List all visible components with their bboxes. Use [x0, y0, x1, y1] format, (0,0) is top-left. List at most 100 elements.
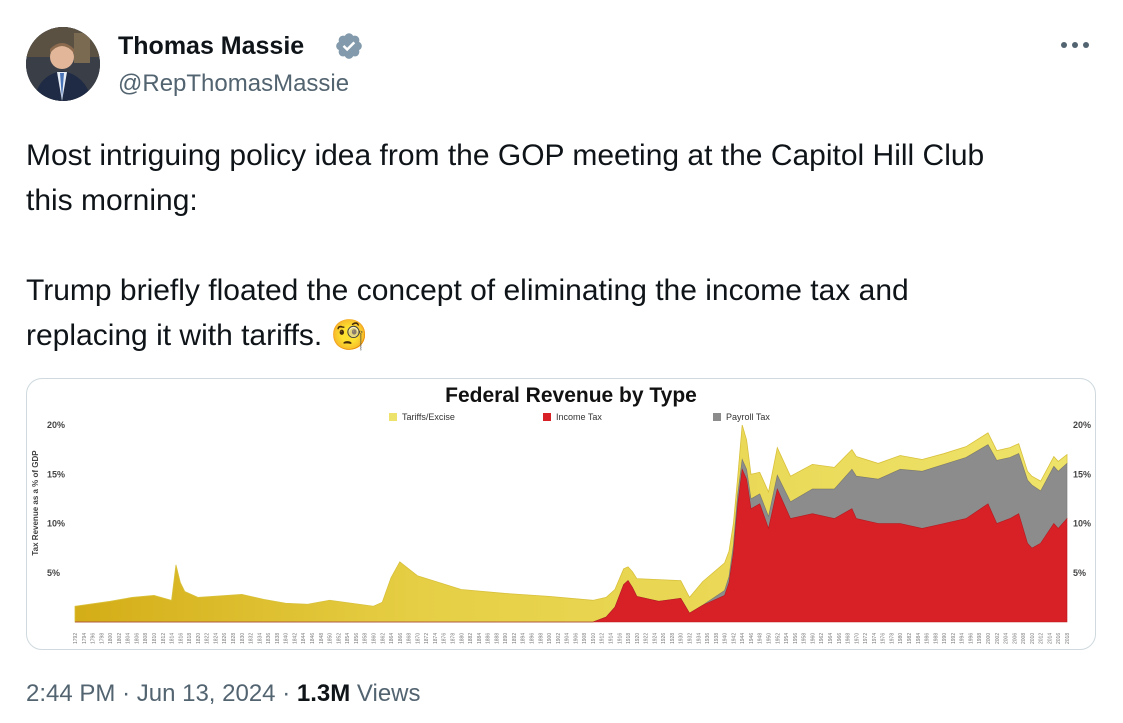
x-tick-label: 1956: [793, 633, 799, 644]
tweet-text: Most intriguing policy idea from the GOP…: [26, 133, 1096, 358]
x-tick-label: 1830: [240, 633, 246, 644]
x-tick-label: 1998: [977, 633, 983, 644]
x-tick-label: 1814: [170, 633, 176, 644]
legend-swatch: [543, 413, 551, 421]
x-tick-label: 1986: [925, 633, 931, 644]
x-tick-label: 1874: [433, 633, 439, 644]
x-tick-label: 1922: [644, 633, 650, 644]
x-tick-label: 1900: [547, 633, 553, 644]
legend-label: Payroll Tax: [726, 412, 770, 422]
tweet-text-line: Most intriguing policy idea from the GOP…: [26, 139, 985, 172]
x-tick-label: 1842: [292, 633, 298, 644]
x-tick-label: 1840: [284, 633, 290, 644]
x-tick-label: 1994: [960, 633, 966, 644]
x-tick-label: 2012: [1039, 633, 1045, 644]
y-tick-label: 20%: [1073, 420, 1091, 430]
x-tick-label: 1898: [538, 633, 544, 644]
chart-title: Federal Revenue by Type: [445, 384, 697, 407]
x-tick-label: 2014: [1047, 633, 1053, 644]
y-tick-label: 10%: [1073, 519, 1091, 529]
y-tick-label: 10%: [47, 519, 65, 529]
x-tick-label: 1872: [424, 633, 430, 644]
x-tick-label: 1886: [486, 633, 492, 644]
chart-legend: Tariffs/Excise Income Tax Payroll Tax: [389, 412, 770, 422]
legend-swatch: [713, 413, 721, 421]
x-tick-label: 1928: [670, 633, 676, 644]
x-tick-label: 1950: [767, 633, 773, 644]
author-name[interactable]: Thomas Massie: [118, 32, 305, 60]
x-tick-label: 2010: [1030, 633, 1036, 644]
x-tick-label: 1920: [635, 633, 641, 644]
x-tick-label: 1988: [933, 633, 939, 644]
avatar-photo: [26, 27, 100, 101]
y-tick-label: 5%: [1073, 568, 1086, 578]
x-tick-label: 1844: [301, 633, 307, 644]
x-tick-label: 1888: [494, 633, 500, 644]
x-tick-label: 1832: [249, 633, 255, 644]
x-tick-label: 2004: [1004, 633, 1010, 644]
x-tick-label: 1990: [942, 633, 948, 644]
meta-separator: ·: [122, 680, 131, 707]
author-handle[interactable]: @RepThomasMassie: [118, 70, 350, 97]
x-tick-label: 1932: [688, 633, 694, 644]
legend-label: Tariffs/Excise: [402, 412, 455, 422]
x-tick-label: 1864: [389, 633, 395, 644]
legend-swatch: [389, 413, 397, 421]
verified-badge-icon[interactable]: [334, 31, 364, 61]
x-tick-label: 1818: [187, 633, 193, 644]
more-options-icon[interactable]: [1058, 30, 1092, 60]
x-tick-label: 1914: [609, 633, 615, 644]
x-tick-label: 1798: [99, 633, 105, 644]
x-tick-label: 1828: [231, 633, 237, 644]
x-tick-label: 1834: [257, 633, 263, 644]
x-tick-label: 1980: [898, 633, 904, 644]
tweet-media-chart[interactable]: Federal Revenue by Type Tariffs/Excise In…: [26, 378, 1096, 650]
x-tick-label: 2002: [995, 633, 1001, 644]
x-tick-label: 1992: [951, 633, 957, 644]
x-tick-label: 1870: [415, 633, 421, 644]
x-tick-label: 1850: [328, 633, 334, 644]
y-tick-label: 20%: [47, 420, 65, 430]
x-tick-label: 1966: [837, 633, 843, 644]
x-tick-label: 1892: [512, 633, 518, 644]
x-tick-label: 1856: [354, 633, 360, 644]
x-tick-label: 1936: [705, 633, 711, 644]
x-tick-label: 1924: [652, 633, 658, 644]
y-tick-label: 15%: [47, 469, 65, 479]
x-tick-label: 1792: [73, 633, 79, 644]
tweet-text-line: this morning:: [26, 184, 198, 217]
x-tick-label: 1948: [758, 633, 764, 644]
x-tick-label: 1934: [696, 633, 702, 644]
x-tick-label: 1890: [503, 633, 509, 644]
x-tick-label: 1808: [143, 633, 149, 644]
chart-ylabel: Tax Revenue as a % of GDP: [31, 450, 40, 556]
tweet-time[interactable]: 2:44 PM: [26, 680, 116, 707]
x-tick-label: 2000: [986, 633, 992, 644]
x-tick-label: 1846: [310, 633, 316, 644]
x-tick-label: 1938: [714, 633, 720, 644]
x-tick-label: 1848: [319, 633, 325, 644]
x-tick-label: 1910: [591, 633, 597, 644]
tweet-meta: 2:44 PM · Jun 13, 2024 · 1.3M Views: [26, 680, 421, 708]
x-tick-label: 1912: [600, 633, 606, 644]
x-tick-label: 1894: [521, 633, 527, 644]
x-tick-label: 1944: [740, 633, 746, 644]
x-tick-label: 1972: [863, 633, 869, 644]
x-tick-label: 1824: [213, 633, 219, 644]
chart-x-axis: 1792 1794 1796 1798 1800 1802 1804 1806 1808 1810…: [73, 633, 1071, 644]
revenue-chart: Federal Revenue by Type Tariffs/Excise In…: [31, 384, 1091, 644]
meta-separator: ·: [282, 680, 291, 707]
x-tick-label: 1942: [731, 633, 737, 644]
x-tick-label: 1822: [205, 633, 211, 644]
x-tick-label: 1970: [854, 633, 860, 644]
x-tick-label: 2016: [1056, 633, 1062, 644]
x-tick-label: 1816: [178, 633, 184, 644]
x-tick-label: 1876: [442, 633, 448, 644]
x-tick-label: 1964: [828, 633, 834, 644]
x-tick-label: 1802: [117, 633, 123, 644]
x-tick-label: 1878: [450, 633, 456, 644]
x-tick-label: 1918: [626, 633, 632, 644]
avatar[interactable]: [26, 27, 100, 101]
x-tick-label: 1854: [345, 633, 351, 644]
tweet-date[interactable]: Jun 13, 2024: [136, 680, 276, 707]
